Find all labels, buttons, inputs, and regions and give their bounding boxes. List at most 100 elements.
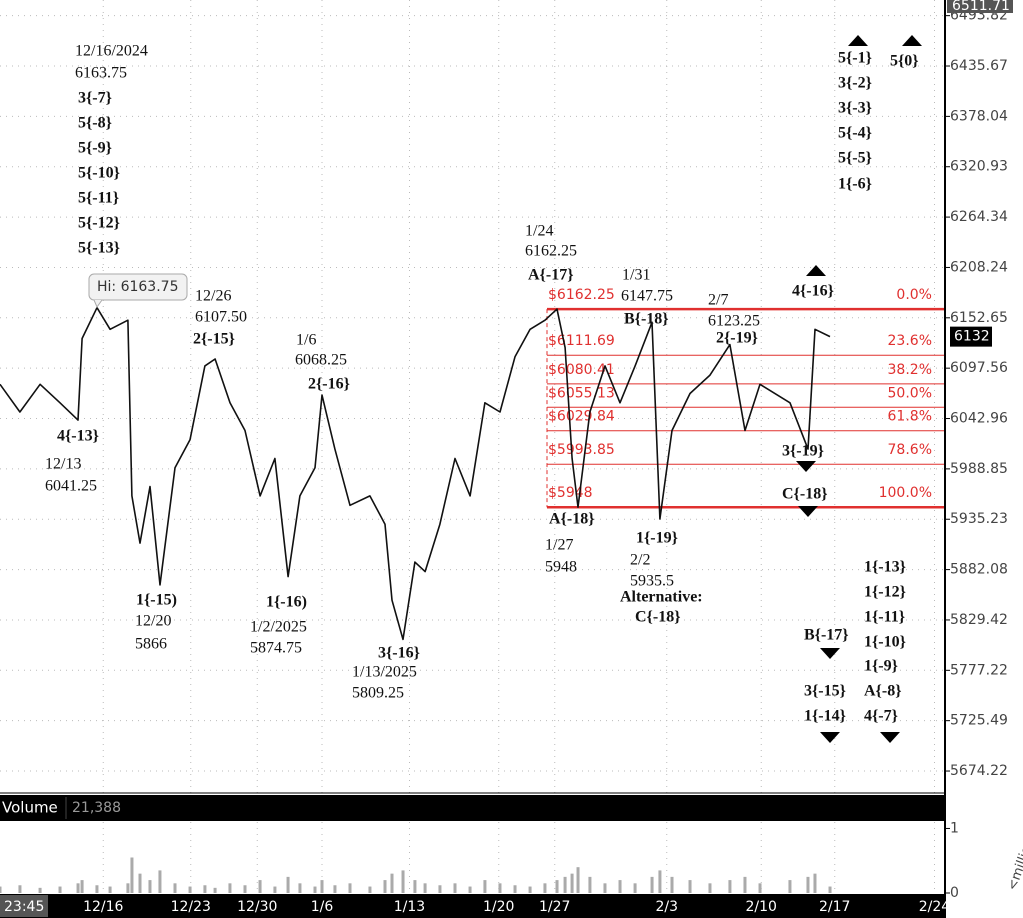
annotation: 6163.75 — [75, 65, 127, 82]
volume-bar — [828, 886, 832, 893]
last-price: 6132 — [954, 329, 990, 345]
fib-price-label: $6055.13 — [548, 385, 615, 401]
y-tick-label: 5777.22 — [950, 662, 1008, 678]
volume-bar — [483, 880, 487, 893]
annotation: 1/2/2025 — [250, 619, 307, 636]
y-tick-label: 6264.34 — [950, 209, 1008, 225]
annotation: 5{-4} — [838, 125, 872, 142]
annotation: 5{-12} — [78, 215, 120, 232]
volume-bar — [243, 885, 247, 893]
cursor-time-box — [0, 895, 48, 917]
volume-bar — [708, 883, 712, 893]
annotation: 1{-15) — [136, 592, 177, 609]
x-tick-label: 2/3 — [655, 899, 678, 915]
annotation: 6041.25 — [45, 478, 97, 495]
arrow-down — [798, 506, 818, 517]
volume-bar — [813, 873, 817, 893]
volume-bar — [588, 876, 592, 893]
annotation: 3{-7} — [78, 90, 112, 107]
y-tick-label: 5829.42 — [950, 612, 1008, 628]
volume-header — [0, 795, 945, 821]
annotation: 12/20 — [135, 613, 171, 630]
fib-percent-label: 38.2% — [888, 362, 932, 378]
annotation: 3{-16} — [378, 645, 420, 662]
x-tick-label: 1/6 — [311, 899, 334, 915]
volume-bar — [273, 886, 277, 893]
fib-percent-label: 0.0% — [896, 287, 932, 303]
volume-bar — [543, 883, 547, 893]
volume-bar — [563, 876, 567, 893]
annotation: 5{0} — [890, 53, 919, 70]
y-tick-label: 6320.93 — [950, 159, 1008, 175]
volume-bar — [258, 880, 262, 893]
volume-bar — [390, 873, 394, 893]
volume-bar — [633, 883, 637, 893]
volume-bar — [173, 883, 177, 893]
volume-bar — [423, 883, 427, 893]
cursor-price: 6511.71 — [952, 0, 1010, 14]
annotation: 5{-10} — [78, 165, 120, 182]
fib-price-label: $6111.69 — [548, 333, 615, 349]
annotation: 3{-3} — [838, 100, 872, 117]
volume-bar — [603, 883, 607, 893]
x-axis-bar — [0, 894, 945, 918]
volume-bar — [320, 880, 324, 893]
fib-percent-label: 100.0% — [879, 485, 932, 501]
annotation: 12/26 — [195, 288, 231, 305]
fib-price-label: $6029.84 — [548, 409, 615, 425]
fibonacci: $6162.25 0.0% $6111.69 23.6% $6080.41 38.2% $6… — [546, 287, 945, 509]
x-tick-label: 2/17 — [819, 899, 850, 915]
y-tick-label: 6208.24 — [950, 259, 1008, 275]
annotation: B{-18} — [624, 311, 669, 328]
volume-bar — [806, 876, 810, 893]
annotation: 12/13 — [45, 456, 81, 473]
volume-bar — [555, 880, 559, 893]
annotation: 1{-10} — [864, 634, 906, 651]
annotation: 3{-19} — [782, 443, 824, 460]
annotation: 2/2 — [630, 552, 650, 569]
volume-bar — [203, 885, 207, 893]
fib-percent-label: 50.0% — [888, 385, 932, 401]
volume-bar — [650, 876, 654, 893]
arrow-down — [820, 732, 840, 743]
volume-bar — [570, 873, 574, 893]
fib-price-label: $6162.25 — [548, 287, 615, 303]
fib-percent-label: 61.8% — [888, 409, 932, 425]
volume-bar — [758, 883, 762, 893]
volume-bar — [401, 870, 405, 893]
annotation: 5948 — [545, 559, 577, 576]
volume-bar — [286, 876, 290, 893]
y-tick-label: 6042.96 — [950, 411, 1008, 427]
annotation: 2{-16} — [308, 376, 350, 393]
annotation: 1{-11} — [864, 609, 905, 626]
annotation: 5{-8} — [78, 115, 112, 132]
annotation: 3{-2} — [838, 75, 872, 92]
arrow-up — [806, 265, 826, 276]
annotation: 5{-1} — [838, 50, 872, 67]
fib-price-label: $5948 — [548, 485, 593, 501]
annotation: C{-18} — [782, 486, 828, 503]
volume-bar — [728, 880, 732, 893]
annotation: 1/31 — [622, 267, 650, 284]
annotation: A{-18} — [549, 511, 595, 528]
annotation: 1{-14} — [804, 708, 846, 725]
fib-price-label: $6080.41 — [548, 362, 615, 378]
annotation: 1{-9} — [864, 658, 898, 675]
annotation: A{-8} — [864, 683, 902, 700]
volume-bar — [38, 887, 42, 893]
y-tick-label: 6435.67 — [950, 58, 1008, 74]
annotation: 4{-16} — [792, 283, 834, 300]
volume-bar — [368, 886, 372, 893]
volume-bar — [228, 883, 232, 893]
y-tick-label: 6378.04 — [950, 108, 1008, 124]
annotation: 1/24 — [525, 223, 553, 240]
volume-bar — [18, 885, 22, 893]
arrow-down — [880, 732, 900, 743]
annotation: 4{-7} — [864, 708, 898, 725]
volume-value: 21,388 — [72, 800, 121, 816]
annotation: 5{-5} — [838, 150, 872, 167]
fib-price-label: $5993.85 — [548, 442, 615, 458]
annotation: 2{-19} — [716, 330, 758, 347]
